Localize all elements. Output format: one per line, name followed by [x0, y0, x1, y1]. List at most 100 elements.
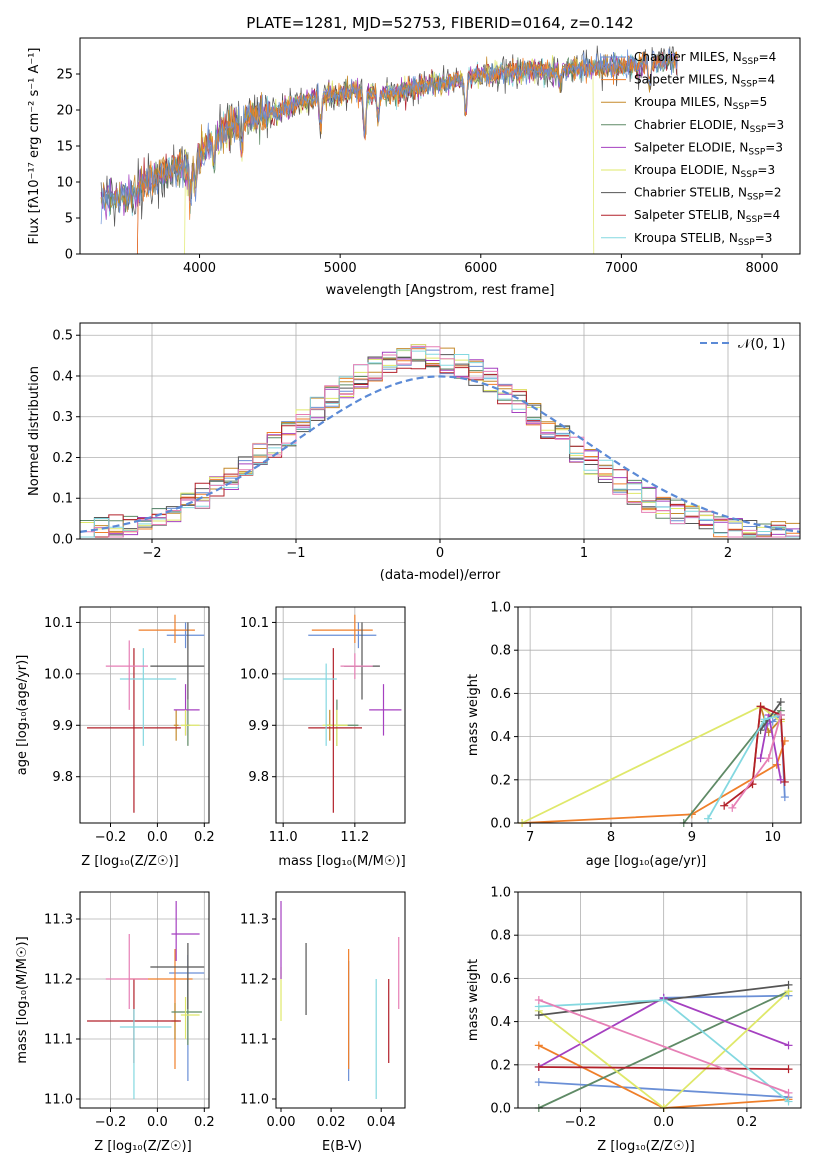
weight-z-x-tick-label: −0.2	[565, 1115, 597, 1130]
weight-z-marker-pink	[534, 996, 543, 1004]
spectrum-series-salpeter-miles	[101, 52, 678, 255]
spectrum-y-tick-label: 0	[65, 248, 73, 263]
weight-age-marker-pink	[764, 754, 773, 763]
age-mass-grid	[276, 607, 405, 823]
weight-age-plot-area	[518, 698, 789, 827]
residual-x-tick-label: 1	[580, 546, 588, 561]
age-mass-point-chabrier-elodie	[326, 699, 359, 746]
mass-vs-ebv-panel: E(B-V) 0.00 0.02 0.04 11.0 11.1 11.2 11.3	[240, 891, 406, 1154]
mass-ebv-y-tick-label: 11.1	[240, 1033, 269, 1048]
residual-y-tick-label: 0.4	[52, 369, 73, 384]
age-mass-y-tick-label: 9.8	[248, 770, 269, 785]
weight-age-marker-kroupa-stelib	[760, 715, 769, 724]
mass-z-point-salpeter-elodie	[171, 901, 200, 961]
spectrum-legend: Chabrier MILES, NSSP=4 Salpeter MILES, NS…	[601, 50, 784, 248]
weight-age-marker-pink	[728, 803, 737, 812]
mass-z-plot-area	[87, 901, 205, 1099]
weight-z-y-tick-label: 0.8	[490, 929, 511, 944]
mass-z-frame	[79, 891, 210, 1109]
age-z-y-tick-label: 9.8	[52, 770, 73, 785]
spectrum-x-tick-label: 6000	[464, 261, 497, 276]
weight-z-frame	[517, 891, 802, 1109]
weight-z-line-salpeter-stelib	[538, 1066, 789, 1070]
spectrum-series-salpeter-stelib	[101, 51, 678, 255]
weight-z-xlabel: Z [log₁₀(Z/Z☉)]	[597, 1139, 694, 1154]
residual-x-tick-label: −2	[142, 546, 161, 561]
weight-age-ylabel: mass weight	[466, 674, 481, 756]
residual-x-tick-label: 2	[724, 546, 732, 561]
legend-label-salpeter-miles: Salpeter MILES, NSSP=4	[634, 73, 775, 90]
weight-age-x-tick-label: 9	[688, 830, 696, 845]
legend-label-kroupa-stelib: Kroupa STELIB, NSSP=3	[634, 231, 772, 248]
weight-age-frame	[517, 606, 802, 824]
age-z-point-kroupa-miles	[173, 709, 179, 741]
residual-xlabel: (data-model)/error	[380, 568, 501, 583]
mass-z-y-tick-label: 11.3	[44, 913, 73, 928]
age-z-xlabel: Z [log₁₀(Z/Z☉)]	[81, 854, 178, 869]
weight-age-y-tick-label: 0.4	[490, 730, 511, 745]
age-z-point-kroupa-stelib	[119, 648, 177, 746]
age-mass-point-salpeter-elodie	[369, 684, 402, 736]
weight-z-marker-kroupa-stelib	[659, 996, 668, 1004]
spectrum-x-tick-label: 5000	[324, 261, 357, 276]
spectrum-plot-area	[100, 45, 678, 255]
legend-label-kroupa-miles: Kroupa MILES, NSSP=5	[634, 95, 767, 112]
residual-ylabel: Normed distribution	[27, 366, 42, 496]
residual-panel: −2 −1 0 1 2 0.0 0.1 0.2 0.3 0.4 0.5 (data-model)/e…	[27, 322, 801, 583]
mass-ebv-x-tick-label: 0.02	[317, 1115, 346, 1130]
weight-z-line-pink	[538, 999, 789, 1094]
age-z-y-tick-label: 9.9	[52, 719, 73, 734]
weight-age-y-tick-label: 0.2	[490, 773, 511, 788]
legend-label-chabrier-elodie: Chabrier ELODIE, NSSP=3	[634, 118, 784, 135]
age-mass-xlabel: mass [log₁₀(M/M☉)]	[278, 854, 405, 869]
weight-z-y-tick-label: 0.6	[490, 972, 511, 987]
mass-z-x-tick-label: 0.0	[147, 1115, 168, 1130]
age-mass-point-salpeter-stelib	[308, 648, 362, 813]
weight-z-marker-chabrier-stelib	[534, 1011, 543, 1020]
mass-z-point-pink	[105, 934, 149, 1009]
weight-z-marker-salpeter-stelib	[534, 1062, 543, 1071]
age-z-point-pink	[105, 640, 149, 710]
mass-z-axes: −0.2 0.0 0.2 11.0 11.1 11.2 11.3	[44, 913, 215, 1131]
weight-age-marker-salpeter-stelib	[780, 777, 789, 786]
age-mass-point-pink	[340, 653, 373, 679]
spectrum-x-tick-label: 7000	[605, 261, 638, 276]
mass-z-x-tick-label: −0.2	[95, 1115, 127, 1130]
weight-z-line-chabrier-miles	[538, 1081, 789, 1099]
age-z-x-tick-label: 0.0	[147, 830, 168, 845]
legend-label-salpeter-stelib: Salpeter STELIB, NSSP=4	[634, 208, 780, 225]
age-z-axes: −0.2 0.0 0.2 9.8 9.9 10.0 10.1	[44, 616, 215, 845]
normal-distribution-curve	[79, 375, 801, 533]
legend-label-chabrier-stelib: Chabrier STELIB, NSSP=2	[634, 186, 782, 203]
weight-age-marker-chabrier-stelib	[776, 698, 785, 707]
weight-z-marker-pink	[784, 1088, 793, 1097]
weight-age-x-tick-label: 7	[526, 830, 534, 845]
normal-legend-label: 𝒩(0, 1)	[738, 337, 785, 352]
age-z-point-chabrier-elodie	[185, 699, 191, 746]
spectrum-y-tick-label: 15	[56, 140, 73, 155]
weight-age-x-tick-label: 8	[607, 830, 615, 845]
mass-z-point-kroupa-elodie	[180, 997, 200, 1039]
age-mass-x-tick-label: 11.2	[340, 830, 369, 845]
residual-axes: −2 −1 0 1 2 0.0 0.1 0.2 0.3 0.4 0.5	[52, 329, 732, 561]
residual-legend: 𝒩(0, 1)	[700, 337, 785, 352]
weight-age-y-tick-label: 0.8	[490, 644, 511, 659]
age-mass-frame	[275, 606, 406, 824]
age-mass-x-tick-label: 11.0	[269, 830, 298, 845]
spectrum-axes: 4000 5000 6000 7000 8000 0 5 10 15 20 25	[56, 68, 778, 277]
age-z-point-chabrier-stelib	[150, 622, 205, 700]
mass-ebv-plot-area	[280, 901, 400, 1099]
weight-z-y-tick-label: 0.2	[490, 1058, 511, 1073]
spectrum-panel: PLATE=1281, MJD=52753, FIBERID=0164, z=0…	[27, 14, 801, 298]
residual-plot-area	[79, 344, 801, 538]
age-z-point-kroupa-elodie	[180, 709, 200, 736]
weight-age-y-tick-label: 0.0	[490, 817, 511, 832]
mass-z-point-chabrier-stelib	[150, 943, 205, 1009]
mass-z-y-tick-label: 11.0	[44, 1093, 73, 1108]
weight-age-line-kroupa-elodie	[521, 705, 782, 824]
mass-z-ylabel: mass [log₁₀(M/M☉)]	[15, 936, 30, 1063]
mass-ebv-x-tick-label: 0.04	[367, 1115, 396, 1130]
spectrum-series-chabrier-miles	[100, 48, 678, 225]
